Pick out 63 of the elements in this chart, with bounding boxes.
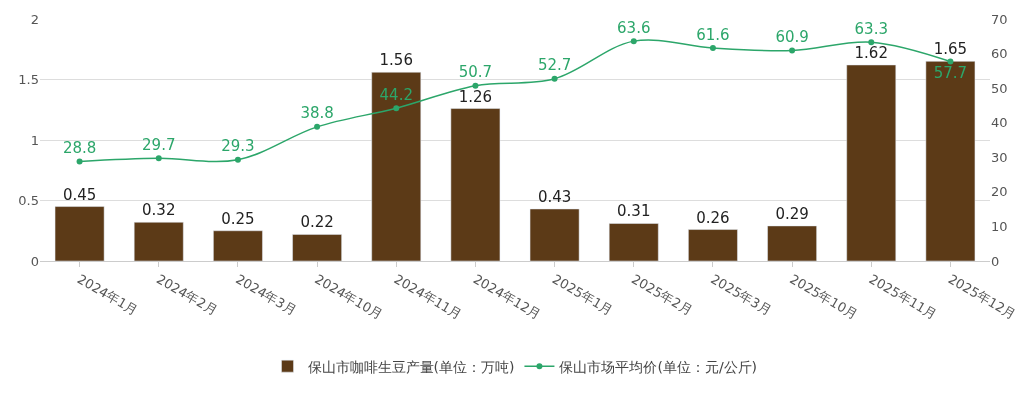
y-tick-label: 1 (30, 132, 39, 148)
bar (925, 61, 976, 261)
bar (767, 225, 817, 261)
data-label: 0.45 (62, 185, 97, 204)
bar (213, 230, 263, 261)
y2-tick-label: 30 (991, 149, 1008, 165)
bar (54, 206, 105, 261)
point (393, 105, 400, 112)
y2-tick-label: 70 (991, 11, 1008, 27)
point (789, 47, 796, 54)
data-label: 0.22 (300, 213, 334, 232)
data-label: 63.6 (617, 18, 651, 37)
y-tick-label: 0.5 (18, 193, 39, 209)
data-label: 28.8 (62, 138, 97, 157)
y2-tick-label: 40 (991, 115, 1008, 131)
data-label: 0.43 (537, 187, 572, 206)
data-label: 61.6 (696, 25, 730, 44)
bar (608, 223, 659, 261)
legend-label: 保山市场平均价(单位：元/公斤) (559, 358, 758, 375)
data-label: 0.31 (617, 202, 651, 221)
y-tick-label: 0 (30, 253, 39, 269)
data-label: 1.65 (933, 40, 968, 59)
bar (688, 229, 738, 261)
y2-tick-label: 0 (991, 253, 1000, 269)
data-label: 44.2 (379, 85, 413, 104)
data-label: 0.32 (142, 201, 176, 220)
y2-tick-label: 60 (991, 46, 1008, 62)
point (947, 58, 954, 65)
data-label: 52.7 (537, 56, 572, 75)
point (234, 156, 241, 163)
y-tick-label: 1.5 (18, 72, 39, 88)
data-label: 0.29 (775, 204, 809, 223)
data-label: 0.25 (221, 209, 255, 228)
data-label: 0.26 (696, 208, 730, 227)
y2-tick-label: 50 (991, 80, 1008, 96)
data-label: 50.7 (458, 63, 493, 82)
y2-tick-label: 20 (991, 184, 1008, 200)
point (709, 45, 716, 52)
point (314, 123, 321, 130)
y2-tick-label: 10 (991, 218, 1008, 234)
point (155, 155, 162, 162)
y-tick-label: 2 (30, 11, 39, 27)
point (472, 82, 479, 89)
bar (292, 234, 342, 261)
data-label: 1.56 (379, 51, 413, 70)
data-label: 38.8 (300, 104, 334, 123)
point (630, 38, 637, 45)
data-label: 63.3 (854, 19, 888, 38)
point (868, 39, 875, 46)
bar (529, 208, 580, 261)
legend-label: 保山市咖啡生豆产量(单位：万吨) (307, 358, 515, 375)
data-label: 57.7 (933, 63, 968, 82)
data-label: 60.9 (775, 27, 809, 46)
data-label: 1.26 (458, 87, 493, 106)
bar (133, 222, 184, 261)
data-label: 29.3 (221, 137, 255, 156)
bar (846, 64, 897, 261)
point (76, 158, 83, 165)
bar (371, 71, 422, 261)
point (551, 75, 558, 82)
data-label: 29.7 (142, 135, 176, 154)
bar (450, 108, 501, 261)
data-label: 1.62 (854, 43, 888, 62)
